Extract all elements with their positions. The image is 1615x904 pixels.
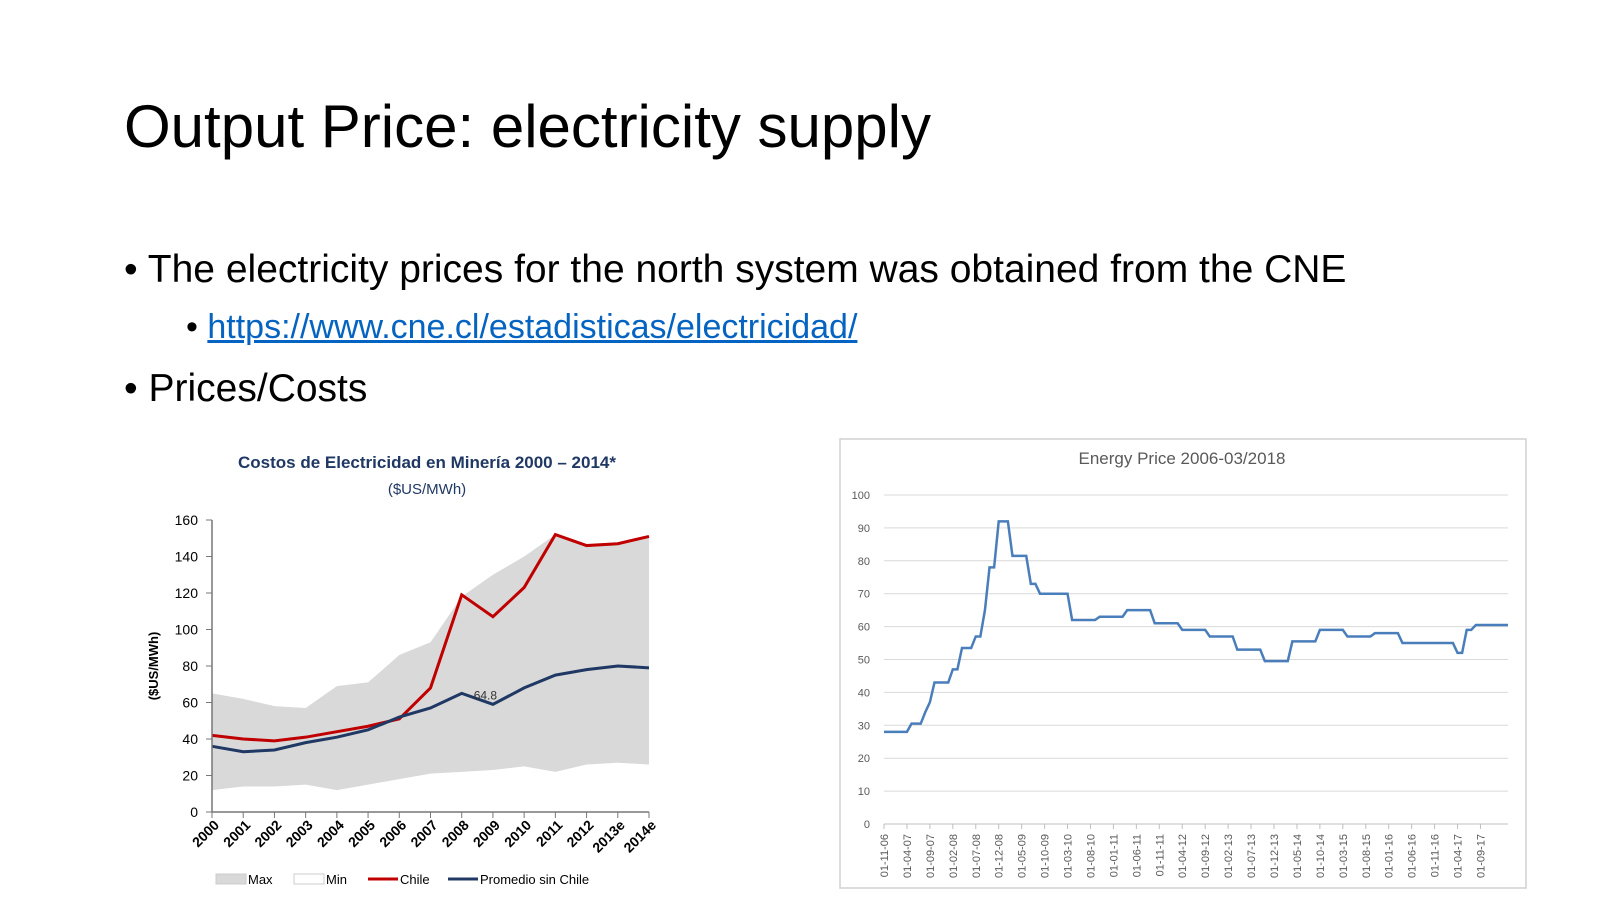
x-tick-label: 2004	[314, 817, 347, 850]
x-tick-label: 01-01-11	[1108, 834, 1120, 877]
x-tick-label: 01-03-15	[1338, 834, 1350, 878]
y-tick-label: 70	[858, 589, 870, 601]
x-tick-label: 01-10-09	[1040, 834, 1052, 878]
x-tick-label: 01-05-14	[1292, 834, 1304, 878]
y-tick-label: 140	[175, 549, 199, 565]
chart-title: Energy Price 2006-03/2018	[1079, 449, 1286, 468]
legend-label: Chile	[400, 872, 430, 887]
y-tick-label: 0	[190, 804, 198, 820]
y-tick-label: 80	[182, 658, 198, 674]
y-tick-label: 20	[182, 768, 198, 784]
y-tick-label: 120	[175, 585, 199, 601]
line	[884, 520, 1508, 734]
y-tick-label: 60	[858, 622, 870, 634]
x-tick-label: 01-11-06	[879, 834, 891, 877]
x-tick-label: 2006	[376, 817, 409, 850]
chart-frame	[839, 438, 1527, 889]
y-tick-label: 100	[852, 490, 870, 502]
x-tick-label: 01-04-17	[1453, 834, 1465, 878]
x-tick-label: 2010	[501, 817, 534, 850]
y-tick-label: 40	[858, 687, 870, 699]
legend-swatch	[215, 873, 247, 885]
x-tick-label: 01-02-08	[948, 834, 960, 878]
x-tick-label: 2008	[438, 817, 471, 850]
line	[211, 532, 650, 743]
bullet: • Prices/Costs	[124, 367, 368, 410]
y-tick-label: 10	[858, 786, 870, 798]
bullet-text: Prices/Costs	[148, 367, 368, 410]
x-tick-label: 01-08-10	[1085, 834, 1097, 878]
line	[211, 664, 650, 754]
x-tick-label: 01-03-10	[1063, 834, 1075, 878]
x-tick-label: 01-09-12	[1200, 834, 1212, 878]
x-tick-label: 01-04-07	[902, 834, 914, 878]
legend-label: Min	[326, 872, 347, 887]
x-tick-label: 2007	[407, 817, 440, 850]
legend-swatch	[293, 873, 325, 885]
slide-title: Output Price: electricity supply	[124, 93, 931, 160]
y-tick-label: 20	[858, 753, 870, 765]
x-tick-label: 2001	[220, 817, 253, 850]
y-tick-label: 30	[858, 720, 870, 732]
area	[212, 762, 649, 812]
x-tick-label: 01-12-08	[994, 834, 1006, 878]
x-tick-label: 01-07-13	[1246, 834, 1258, 878]
y-axis-label: ($US/MWh)	[146, 632, 161, 701]
legend-label: Max	[248, 872, 273, 887]
x-tick-label: 01-06-11	[1131, 834, 1143, 877]
x-tick-label: 01-01-16	[1384, 834, 1396, 878]
bullet: • The electricity prices for the north s…	[124, 248, 1347, 291]
x-tick-label: 2000	[189, 817, 222, 850]
legend-label: Promedio sin Chile	[480, 872, 589, 887]
chart-title: Costos de Electricidad en Minería 2000 –…	[238, 453, 616, 472]
y-tick-label: 160	[175, 512, 199, 528]
sub-bullet: • https://www.cne.cl/estadisticas/electr…	[186, 308, 858, 346]
x-tick-label: 2009	[470, 817, 503, 850]
annotation: 64.8	[474, 688, 498, 702]
x-tick-label: 01-09-17	[1475, 834, 1487, 878]
y-tick-label: 100	[175, 622, 199, 638]
link[interactable]: https://www.cne.cl/estadisticas/electric…	[207, 308, 858, 346]
area	[212, 534, 649, 812]
y-tick-label: 40	[182, 731, 198, 747]
x-tick-label: 2013e	[589, 817, 628, 856]
y-tick-label: 50	[858, 655, 870, 667]
x-tick-label: 2005	[345, 817, 378, 850]
x-tick-label: 01-04-12	[1177, 834, 1189, 878]
x-tick-label: 2002	[251, 817, 284, 850]
chart-subtitle: ($US/MWh)	[388, 481, 466, 498]
x-tick-label: 01-11-11	[1154, 834, 1166, 876]
x-tick-label: 01-06-16	[1407, 834, 1419, 878]
x-tick-label: 01-11-16	[1430, 834, 1442, 877]
y-tick-label: 90	[858, 523, 870, 535]
x-tick-label: 01-08-15	[1361, 834, 1373, 878]
x-tick-label: 01-10-14	[1315, 834, 1327, 878]
y-tick-label: 60	[182, 695, 198, 711]
y-tick-label: 0	[864, 819, 870, 831]
x-tick-label: 2014e	[620, 817, 659, 856]
x-tick-label: 01-12-13	[1269, 834, 1281, 878]
x-tick-label: 01-07-08	[971, 834, 983, 878]
y-tick-label: 80	[858, 556, 870, 568]
x-tick-label: 01-09-07	[925, 834, 937, 878]
x-tick-label: 01-05-09	[1017, 834, 1029, 878]
bullet-text: The electricity prices for the north sys…	[147, 248, 1347, 291]
x-tick-label: 2011	[533, 817, 566, 850]
x-tick-label: 01-02-13	[1223, 834, 1235, 878]
x-tick-label: 2003	[282, 817, 315, 850]
